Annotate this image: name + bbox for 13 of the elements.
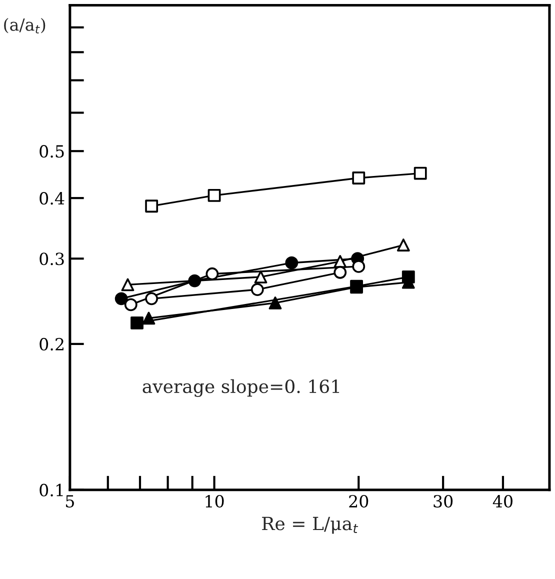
x-tick-label: 30 (434, 494, 453, 508)
y-tick-label: 0.1 (40, 484, 63, 496)
y-tick-label: 0.4 (40, 192, 64, 205)
y-tick-label: 0.5 (40, 145, 64, 158)
y-axis-title: (a/a$_{t}$) (4, 18, 46, 34)
x-tick-label: 5 (66, 495, 74, 508)
annotation: average slope=0. 161 (142, 379, 340, 397)
x-tick-label: 20 (349, 494, 368, 508)
x-axis-title: Re = L/μa$_{t}$ (262, 516, 358, 534)
y-tick-label: 0.3 (40, 252, 64, 266)
x-tick-label: 40 (492, 494, 512, 508)
y-tick-label: 0.2 (40, 338, 64, 351)
x-tick-label: 10 (206, 494, 224, 508)
